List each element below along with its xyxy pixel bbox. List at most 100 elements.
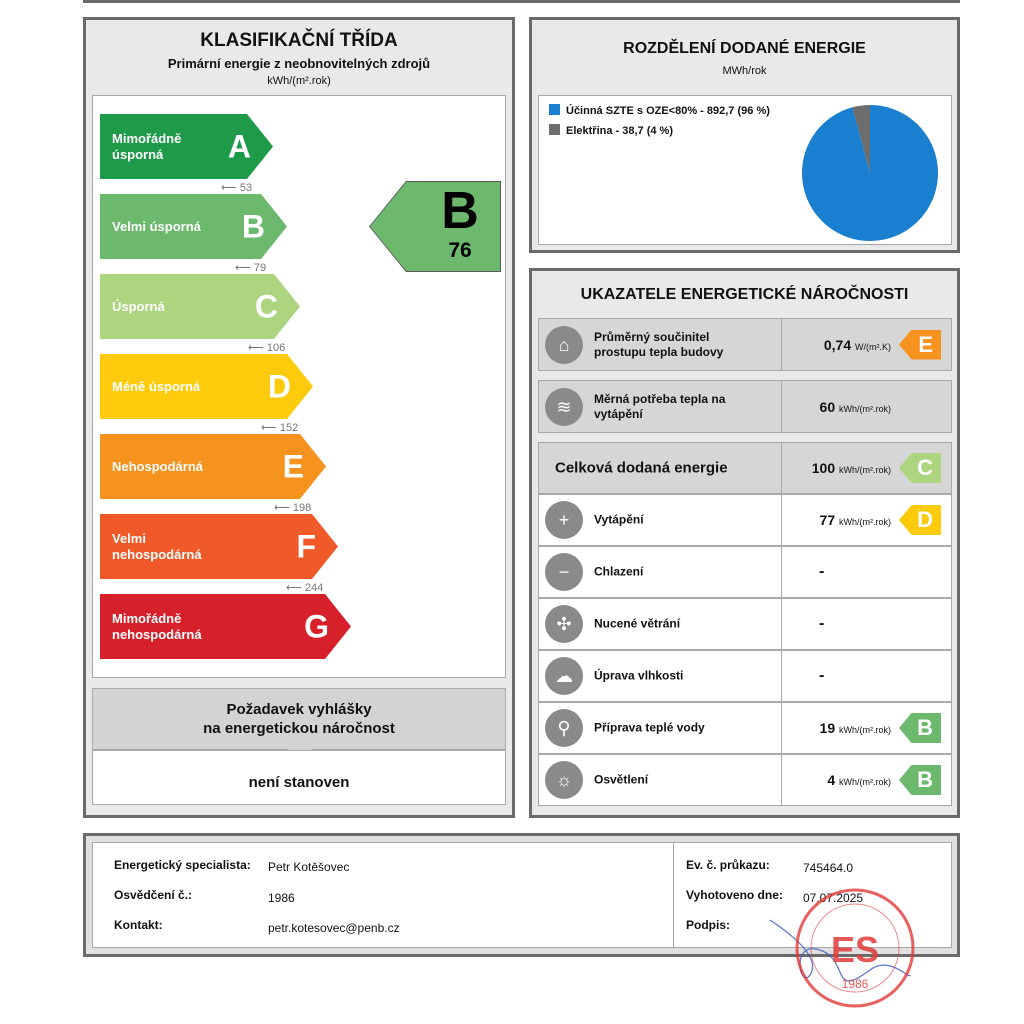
requirement-header: Požadavek vyhlášky na energetickou nároč…: [92, 688, 506, 750]
ev-value: 745464.0: [803, 861, 854, 875]
class-threshold: ⟵ 152: [261, 421, 298, 434]
cert-label: Osvědčení č.:: [114, 888, 193, 902]
cooling-thermometer-icon: −: [545, 553, 583, 591]
class-threshold: ⟵ 198: [274, 501, 311, 514]
requirement-value: není stanoven: [248, 774, 350, 791]
arrow-left-icon: ⟵: [235, 262, 251, 274]
contact-label: Kontakt:: [114, 918, 163, 932]
specialist-value: Petr Kotěšovec: [268, 860, 350, 874]
requirement-title-1: Požadavek vyhlášky: [226, 701, 372, 718]
classification-title: KLASIFIKAČNÍ TŘÍDA: [200, 30, 398, 51]
indicator-name: Úprava vlhkosti: [594, 668, 684, 683]
indicator-name: Měrná potřeba tepla na vytápění: [594, 391, 726, 421]
specialist-label: Energetický specialista:: [114, 858, 251, 872]
indicator-row: ✣ Nucené větrání -: [538, 598, 952, 650]
class-label: Velmi nehospodárná: [112, 530, 202, 562]
indicator-unit: kWh/(m².rok): [839, 517, 891, 527]
indicator-name-cell: [539, 599, 782, 649]
indicator-value: -: [819, 563, 825, 580]
indicator-value: 4: [827, 772, 836, 788]
class-badge: C: [899, 453, 941, 483]
requirement-title-2: na energetickou náročnost: [203, 720, 395, 737]
threshold-value: 244: [304, 582, 324, 594]
footer-box: [92, 842, 952, 948]
threshold-value: 198: [292, 502, 312, 514]
arrow-left-icon: ⟵: [261, 422, 277, 434]
bulb-icon: ☼: [545, 761, 583, 799]
result-value: 76: [448, 239, 472, 262]
indicator-row: + Vytápění 77 kWh/(m².rok) D: [538, 494, 952, 546]
indicator-row: − Chlazení -: [538, 546, 952, 598]
tap-icon: ⚲: [545, 709, 583, 747]
indicator-name: Průměrný součinitel prostupu tepla budov…: [594, 329, 724, 359]
arrow-left-icon: ⟵: [286, 582, 302, 594]
class-bar-f: Velmi nehospodárná F: [100, 514, 338, 579]
heating-thermometer-icon: +: [545, 501, 583, 539]
arrow-left-icon: ⟵: [248, 342, 264, 354]
legend-label: Účinná SZTE s OZE<80% - 892,7 (96 %): [566, 105, 770, 117]
class-bar-c: Úsporná C: [100, 274, 300, 339]
indicator-value: 0,74: [823, 336, 852, 353]
legend-swatch: [549, 104, 560, 115]
indicator-name: Příprava teplé vody: [594, 720, 705, 735]
house-icon: ⌂: [545, 325, 583, 364]
class-badge: B: [899, 765, 941, 795]
fan-icon: ✣: [545, 605, 583, 643]
indicator-row: ⌂ Průměrný součinitel prostupu tepla budo…: [538, 318, 952, 371]
indicator-value: -: [819, 615, 825, 632]
class-label: Úsporná: [112, 298, 165, 314]
indicator-value: -: [819, 667, 825, 684]
indicator-name: Vytápění: [594, 512, 644, 527]
indicator-unit: kWh/(m².rok): [839, 465, 891, 475]
classification-unit: kWh/(m².rok): [267, 75, 331, 87]
legend-item: Elektřina - 38,7 (4 %): [549, 124, 673, 137]
class-label: Méně úsporná: [112, 378, 201, 394]
requirement-value-box: není stanoven: [92, 750, 506, 805]
pie-slice-elektrina: [852, 105, 870, 173]
class-threshold: ⟵ 53: [221, 181, 252, 194]
class-threshold: ⟵ 79: [235, 261, 266, 274]
indicator-value-group: 19 kWh/(m².rok): [820, 720, 891, 736]
indicator-name-cell: [539, 495, 782, 545]
arrow-left-icon: ⟵: [274, 502, 290, 514]
class-letter: F: [296, 528, 316, 564]
class-letter: D: [267, 368, 291, 404]
indicator-name-cell: [539, 651, 782, 701]
indicator-name: Osvětlení: [594, 772, 649, 787]
indicator-value: 60: [819, 398, 836, 415]
pie-chart: [802, 105, 938, 242]
indicator-name-cell: [539, 755, 782, 805]
indicator-value-group: 100 kWh/(m².rok): [812, 460, 891, 476]
class-label: Nehospodárná: [112, 458, 204, 474]
indicator-row: ⚲ Příprava teplé vody 19 kWh/(m².rok) B: [538, 702, 952, 754]
indicator-value-group: 60 kWh/(m².rok): [820, 399, 891, 415]
classification-subtitle: Primární energie z neobnovitelných zdroj…: [167, 56, 431, 71]
threshold-value: 79: [253, 262, 267, 274]
class-bar-e: Nehospodárná E: [100, 434, 326, 499]
class-bar-g: Mimořádně nehospodárná G: [100, 594, 351, 659]
svg-text:1986: 1986: [842, 977, 869, 991]
class-letter: B: [241, 208, 265, 244]
indicator-name-cell: [539, 443, 782, 493]
class-letter: C: [254, 288, 278, 324]
indicator-name: Celková dodaná energie: [555, 459, 728, 477]
class-letter: A: [227, 128, 251, 164]
class-label: Mimořádně úsporná: [112, 130, 182, 162]
threshold-value: 152: [279, 422, 299, 434]
threshold-value: 53: [239, 182, 253, 194]
class-bar-a: Mimořádně úsporná A: [100, 114, 273, 179]
indicator-value-group: 0,74 W/(m².K): [824, 337, 891, 353]
footer-divider: [673, 842, 674, 948]
indicator-value-group: 77 kWh/(m².rok): [820, 512, 891, 528]
signature-and-stamp: ES 1986: [769, 888, 915, 1008]
contact-value[interactable]: petr.kotesovec@penb.cz: [268, 921, 400, 935]
indicator-name-cell: [539, 381, 782, 432]
class-badge: E: [899, 329, 941, 360]
arrow-left-icon: ⟵: [221, 182, 237, 194]
class-label: Mimořádně nehospodárná: [112, 610, 202, 642]
distribution-unit: MWh/rok: [722, 65, 767, 77]
indicator-name: Nucené větrání: [594, 616, 681, 631]
class-bar-d: Méně úsporná D: [100, 354, 313, 419]
threshold-value: 106: [266, 342, 286, 354]
ev-label: Ev. č. průkazu:: [686, 858, 770, 872]
